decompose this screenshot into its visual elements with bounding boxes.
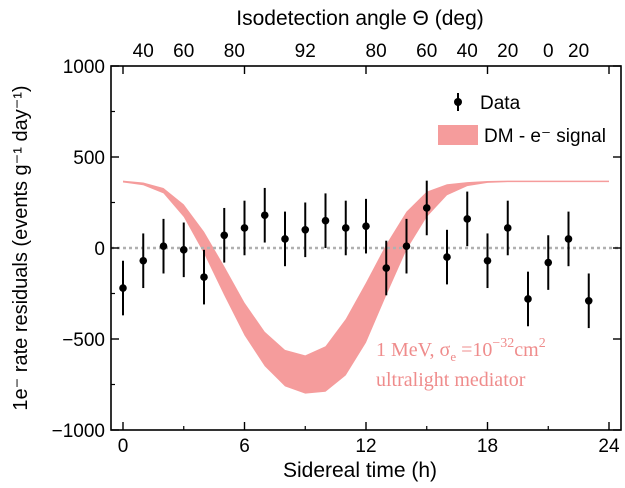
data-point-3 — [179, 246, 188, 254]
data-point-22 — [564, 235, 573, 243]
data-point-1 — [139, 256, 148, 265]
data-point-8 — [281, 235, 289, 243]
top-tick-label-2: 80 — [224, 41, 245, 62]
top-tick-label-8: 0 — [543, 41, 554, 62]
axis-ticks-layer: 0 6 12 18 24 −1000 −500 0 500 1000 40 60 80 92 80 60 40 2… — [52, 41, 621, 457]
signal-annotation-line2: ultralight mediator — [376, 369, 526, 391]
data-point-10 — [321, 216, 330, 225]
annotation-unit-exponent: 2 — [539, 336, 546, 351]
data-point-7 — [260, 211, 269, 220]
annotation-unit: cm — [514, 339, 539, 361]
y-tick-label-0: −1000 — [52, 421, 105, 442]
legend-data-label: Data — [480, 93, 521, 114]
x-tick-label-2: 12 — [355, 436, 376, 457]
data-point-6 — [240, 224, 249, 232]
top-tick-label-3: 92 — [295, 41, 316, 62]
data-point-4 — [200, 273, 208, 281]
top-tick-label-9: 20 — [568, 41, 589, 62]
legend: Data DM - e⁻ signal — [438, 93, 606, 147]
y-axis-title: 1e⁻ rate residuals (events g⁻¹ day⁻¹) — [10, 85, 32, 410]
data-point-23 — [584, 296, 593, 305]
data-point-17 — [463, 215, 472, 223]
annotation-prefix: 1 MeV, σ — [376, 339, 451, 361]
data-point-14 — [402, 242, 411, 250]
y-tick-label-3: 500 — [73, 148, 105, 169]
top-tick-label-1: 60 — [173, 41, 194, 62]
x-tick-label-3: 18 — [477, 436, 498, 457]
x-tick-label-1: 6 — [239, 436, 250, 457]
y-tick-label-2: 0 — [94, 239, 105, 260]
x-tick-label-4: 24 — [598, 436, 620, 457]
data-point-5 — [220, 231, 229, 240]
top-axis-title: Isodetection angle Θ (deg) — [236, 7, 484, 30]
annotation-exponent: −32 — [492, 336, 514, 351]
legend-signal-label: DM - e⁻ signal — [484, 126, 606, 147]
annotation-mid: =10 — [456, 339, 492, 361]
signal-band — [123, 180, 609, 394]
top-tick-label-6: 40 — [457, 41, 478, 62]
data-point-21 — [544, 258, 553, 267]
top-tick-label-5: 60 — [416, 41, 437, 62]
data-point-19 — [503, 224, 512, 232]
top-tick-label-0: 40 — [133, 41, 154, 62]
data-point-13 — [382, 264, 391, 272]
top-tick-label-7: 20 — [497, 41, 518, 62]
data-point-2 — [159, 242, 168, 250]
x-axis-title: Sidereal time (h) — [283, 459, 437, 482]
y-tick-label-4: 1000 — [63, 57, 105, 78]
data-point-16 — [443, 253, 451, 261]
y-tick-label-1: −500 — [62, 330, 105, 351]
data-point-9 — [301, 226, 310, 234]
data-points-layer — [119, 180, 593, 329]
data-point-11 — [341, 224, 350, 232]
signal-annotation-line1: 1 MeV, σe =10−32cm2 — [376, 336, 546, 364]
x-tick-label-0: 0 — [118, 436, 129, 457]
legend-data-marker — [454, 98, 462, 106]
annotation-subscript: e — [450, 349, 456, 364]
legend-signal-swatch — [438, 125, 478, 145]
data-point-15 — [422, 204, 431, 212]
data-point-18 — [483, 256, 492, 265]
signal-band-layer — [123, 180, 609, 394]
data-point-12 — [362, 222, 370, 230]
data-point-20 — [524, 295, 532, 303]
top-tick-label-4: 80 — [366, 41, 387, 62]
data-point-0 — [119, 284, 127, 292]
